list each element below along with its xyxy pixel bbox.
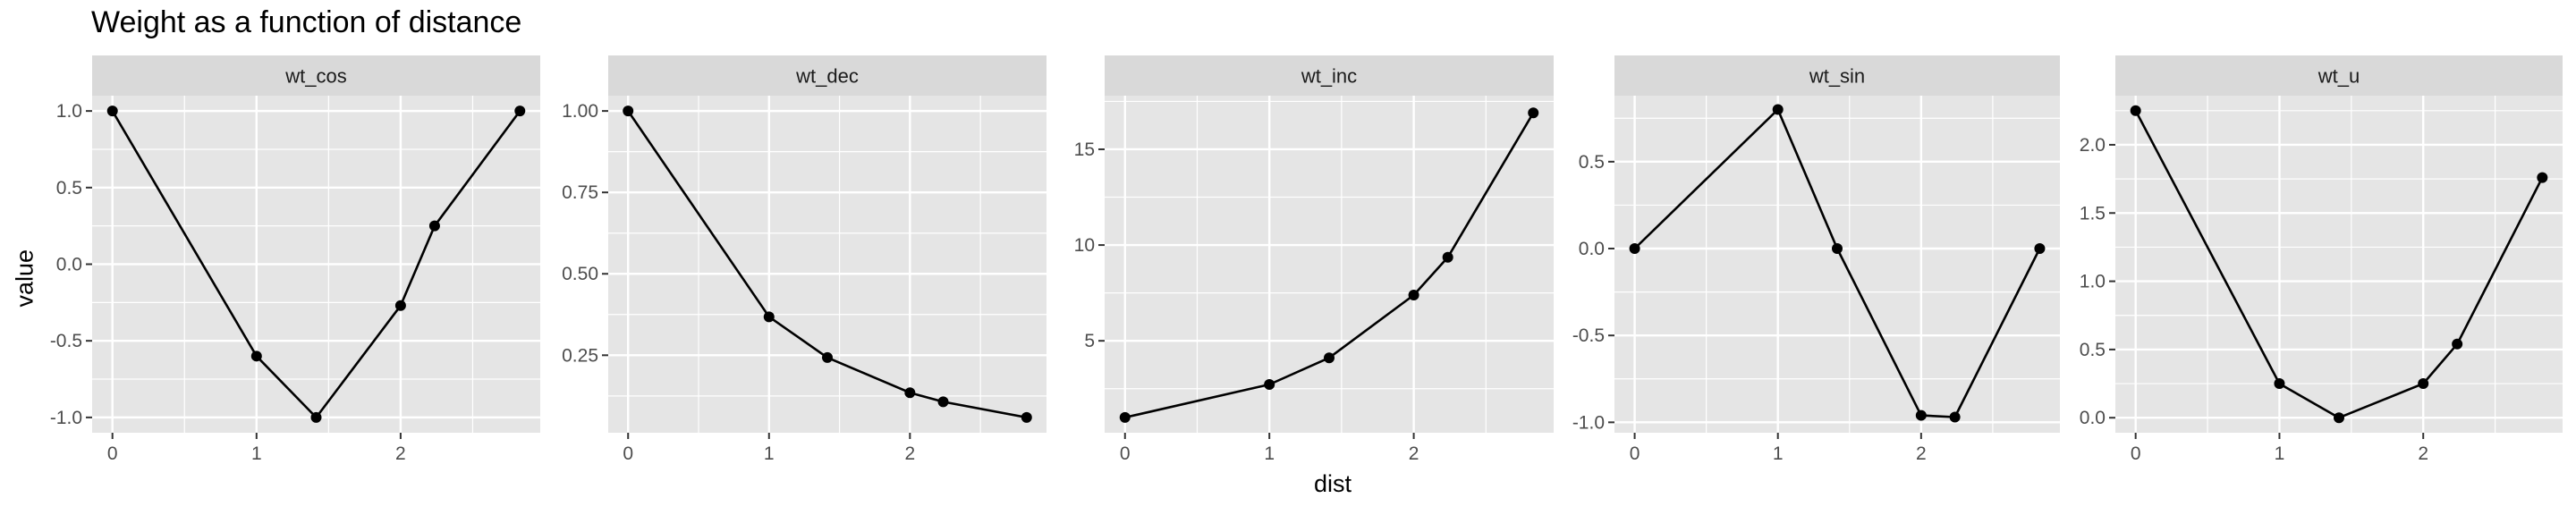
data-point bbox=[623, 106, 634, 117]
x-tick-label: 0 bbox=[623, 443, 633, 464]
x-tick-label: 2 bbox=[1916, 443, 1927, 464]
y-tick-label: -1.0 bbox=[50, 408, 82, 428]
facet-panel-wt_cos: wt_cos 0 1 2 -1.0 -0.5 0.0 0.5 1.0 bbox=[50, 55, 540, 464]
y-tick-label: 5 bbox=[1084, 331, 1095, 351]
y-tick-label: 0.5 bbox=[56, 178, 82, 198]
data-point bbox=[904, 387, 916, 399]
x-tick-label: 1 bbox=[1773, 443, 1784, 464]
data-point bbox=[2034, 243, 2046, 255]
data-point bbox=[1832, 243, 1843, 255]
data-point bbox=[310, 411, 322, 423]
strip-label: wt_cos bbox=[284, 65, 346, 88]
x-axis-title: dist bbox=[1313, 470, 1352, 497]
data-point bbox=[1629, 243, 1640, 255]
facet-strip bbox=[2115, 55, 2563, 96]
data-point bbox=[106, 106, 118, 117]
y-tick-label: 1.00 bbox=[562, 101, 598, 122]
facet-strip bbox=[92, 55, 540, 96]
x-tick-label: 1 bbox=[1264, 443, 1275, 464]
x-tick-label: 1 bbox=[251, 443, 262, 464]
data-point bbox=[428, 220, 440, 232]
strip-label: wt_u bbox=[2318, 65, 2360, 88]
strip-label: wt_sin bbox=[1809, 65, 1865, 88]
x-tick-label: 2 bbox=[904, 443, 915, 464]
y-tick-label: -0.5 bbox=[1572, 325, 1605, 346]
data-point bbox=[2452, 338, 2463, 350]
data-point bbox=[1442, 251, 1453, 263]
data-point bbox=[250, 350, 262, 362]
series-line-wt_sin bbox=[1633, 108, 2041, 418]
y-tick-label: -1.0 bbox=[1572, 412, 1605, 433]
facet-strip bbox=[1614, 55, 2060, 96]
data-point bbox=[2130, 105, 2141, 116]
data-point bbox=[1021, 411, 1032, 423]
data-point bbox=[1408, 289, 1419, 300]
data-point bbox=[822, 351, 833, 363]
data-point bbox=[1264, 379, 1275, 391]
panel-background bbox=[1614, 96, 2060, 433]
facet-strip bbox=[1105, 55, 1554, 96]
facet-panel-wt_dec: wt_dec 0 1 2 0.25 0.50 0.75 1.00 bbox=[562, 55, 1046, 464]
y-tick-label: 0.5 bbox=[2080, 340, 2106, 360]
data-point bbox=[2334, 412, 2344, 424]
x-tick-label: 0 bbox=[1630, 443, 1640, 464]
data-point bbox=[763, 311, 775, 323]
facet-strip bbox=[608, 55, 1046, 96]
y-tick-label: -0.5 bbox=[50, 331, 82, 351]
series-line-wt_cos bbox=[111, 110, 521, 419]
data-point bbox=[2418, 378, 2429, 390]
x-tick-label: 0 bbox=[107, 443, 118, 464]
y-tick-label: 0.75 bbox=[562, 182, 598, 203]
data-point bbox=[1119, 411, 1131, 423]
data-point bbox=[394, 300, 406, 311]
y-tick-label: 0.0 bbox=[2080, 408, 2106, 428]
panel-background bbox=[1105, 96, 1554, 433]
y-tick-label: 2.0 bbox=[2080, 135, 2106, 156]
y-tick-label: 1.0 bbox=[56, 101, 82, 122]
y-tick-label: 0.25 bbox=[562, 345, 598, 366]
x-tick-label: 2 bbox=[395, 443, 406, 464]
x-tick-label: 1 bbox=[2275, 443, 2285, 464]
x-tick-label: 0 bbox=[2131, 443, 2141, 464]
x-tick-label: 0 bbox=[1120, 443, 1131, 464]
data-point bbox=[1772, 104, 1784, 115]
data-point bbox=[1915, 409, 1927, 421]
y-tick-label: 0.0 bbox=[1579, 239, 1605, 259]
facet-panel-wt_u: wt_u 0 1 2 0.0 0.5 1.0 1.5 2.0 bbox=[2080, 55, 2563, 464]
y-tick-label: 0.50 bbox=[562, 264, 598, 284]
data-point bbox=[937, 396, 949, 408]
series-line-wt_inc bbox=[1124, 112, 1535, 419]
data-point bbox=[2274, 378, 2285, 390]
data-point bbox=[1949, 411, 1961, 423]
x-tick-label: 2 bbox=[2418, 443, 2428, 464]
panel-background bbox=[2115, 96, 2563, 433]
y-tick-label: 1.5 bbox=[2080, 203, 2106, 224]
data-point bbox=[514, 106, 526, 117]
y-tick-label: 10 bbox=[1074, 235, 1095, 256]
x-tick-label: 2 bbox=[1409, 443, 1419, 464]
strip-label: wt_inc bbox=[1301, 65, 1357, 88]
data-point bbox=[1324, 352, 1335, 364]
data-point bbox=[1528, 107, 1539, 119]
y-tick-label: 15 bbox=[1074, 139, 1095, 160]
figure-title: Weight as a function of distance bbox=[91, 5, 522, 39]
data-point bbox=[2537, 172, 2548, 183]
x-tick-label: 1 bbox=[764, 443, 775, 464]
series-line-wt_u bbox=[2134, 110, 2544, 419]
series-line-wt_dec bbox=[627, 110, 1028, 419]
y-tick-label: 0.0 bbox=[56, 255, 82, 275]
y-tick-label: 0.5 bbox=[1579, 152, 1605, 173]
facet-panel-wt_sin: wt_sin 0 1 2 -1.0 -0.5 0.0 0.5 bbox=[1572, 55, 2060, 464]
strip-label: wt_dec bbox=[795, 65, 859, 88]
facet-panel-wt_inc: wt_inc 0 1 2 5 10 15 bbox=[1074, 55, 1554, 464]
y-tick-label: 1.0 bbox=[2080, 272, 2106, 292]
